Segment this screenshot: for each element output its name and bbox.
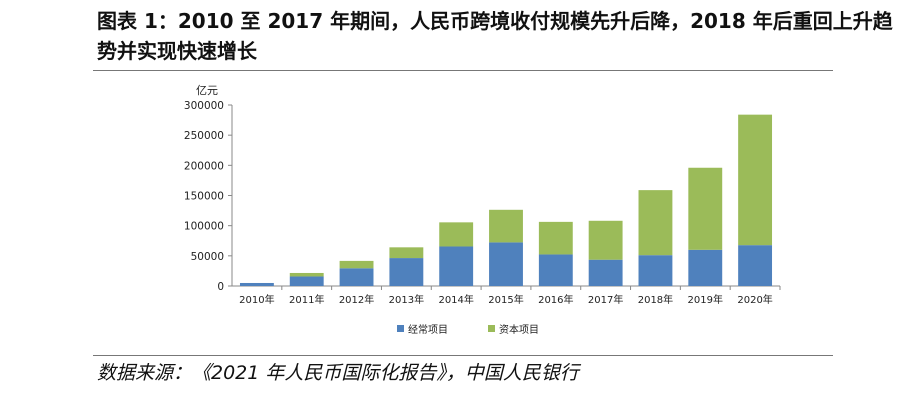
bar-capital-account — [638, 190, 673, 256]
bar-current-account — [588, 259, 623, 286]
bar-current-account — [439, 246, 474, 286]
bar-current-account — [688, 249, 723, 286]
legend-label: 资本项目 — [499, 323, 539, 336]
bar-current-account — [389, 258, 424, 286]
x-tick-label: 2012年 — [339, 293, 374, 306]
x-tick-label: 2019年 — [688, 293, 723, 306]
x-tick-label: 2014年 — [438, 293, 473, 306]
bar-current-account — [289, 276, 324, 286]
legend-label: 经常项目 — [408, 323, 448, 336]
legend-swatch — [397, 325, 404, 332]
source-note: 数据来源：《2021 年人民币国际化报告》，中国人民银行 — [97, 362, 579, 384]
x-tick-label: 2016年 — [538, 293, 573, 306]
bar-capital-account — [289, 272, 324, 277]
x-tick-label: 2017年 — [588, 293, 623, 306]
x-tick-label: 2018年 — [638, 293, 673, 306]
bar-current-account — [489, 242, 523, 286]
bar-current-account — [638, 255, 673, 286]
bar-capital-account — [339, 260, 374, 269]
x-tick-label: 2011年 — [289, 293, 324, 306]
x-tick-label: 2013年 — [389, 293, 424, 306]
legend-layer: 经常项目 资本项目 — [397, 323, 539, 336]
x-tick-label: 2020年 — [737, 293, 772, 306]
bottom-rule — [93, 355, 833, 356]
bar-current-account — [738, 245, 773, 286]
bar-capital-account — [538, 221, 573, 255]
y-tick-label: 50000 — [191, 251, 224, 263]
bar-capital-account — [588, 220, 623, 260]
y-tick-label: 200000 — [184, 160, 224, 172]
y-axis-unit-label: 亿元 — [196, 84, 218, 97]
y-tick-label: 300000 — [184, 100, 224, 112]
y-tick-label: 150000 — [184, 191, 224, 203]
x-tick-label: 2010年 — [239, 293, 274, 306]
bar-capital-account — [389, 247, 424, 259]
bar-capital-account — [738, 114, 773, 246]
x-tick-label: 2015年 — [488, 293, 523, 306]
bar-capital-account — [439, 222, 474, 247]
bar-capital-account — [489, 209, 523, 243]
bar-current-account — [239, 282, 274, 286]
y-tick-label: 250000 — [184, 130, 224, 142]
y-tick-label: 100000 — [184, 221, 224, 233]
bar-capital-account — [688, 167, 723, 250]
figure-title: 图表 1：2010 至 2017 年期间，人民币跨境收付规模先升后降，2018 … — [97, 9, 893, 63]
bar-current-account — [538, 254, 573, 286]
axis-layer: 亿元 0 50000 100000 150000 200000 250000 300000 20… — [184, 84, 781, 306]
bars-layer — [239, 114, 773, 286]
legend-swatch — [488, 325, 495, 332]
bar-current-account — [339, 268, 374, 286]
top-rule — [93, 70, 833, 71]
y-tick-label: 0 — [217, 281, 224, 293]
